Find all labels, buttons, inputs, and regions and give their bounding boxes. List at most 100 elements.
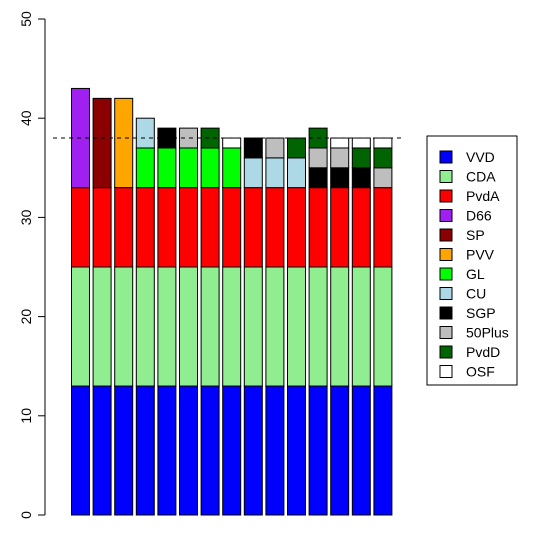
legend-swatch — [439, 150, 453, 164]
bar-segment-cda — [92, 266, 112, 387]
legend-label: SGP — [466, 305, 496, 321]
legend-label: PvdD — [466, 344, 500, 360]
legend-swatch — [439, 326, 453, 339]
bar-segment-pvda — [330, 187, 350, 268]
bar-segment-vvd — [265, 385, 285, 516]
bar-segment-pvda — [92, 187, 112, 268]
y-tick-label: 50 — [18, 11, 34, 27]
bar-segment-pvda — [222, 187, 242, 268]
bar-segment-cda — [157, 266, 177, 387]
bar-segment-osf — [222, 137, 242, 149]
bar-segment-pvda — [71, 187, 90, 268]
bar-segment-50plus — [308, 147, 328, 169]
bar-segment-cda — [222, 266, 242, 387]
bar-segment-pvda — [373, 187, 393, 268]
legend-label: CDA — [466, 169, 496, 185]
bar-segment-vvd — [114, 385, 134, 516]
bar-segment-vvd — [330, 385, 350, 516]
y-axis: 0 10 20 30 40 50 — [18, 11, 46, 519]
bar-segment-sgp — [243, 137, 263, 159]
bar-segment-pvdd — [373, 147, 393, 169]
bar-segment-pvv — [114, 97, 134, 189]
legend-swatch — [439, 209, 453, 222]
bar-segment-cu — [135, 117, 155, 149]
bar-segment-cda — [135, 266, 155, 387]
bar-segment-cda — [373, 266, 393, 387]
legend-label: SP — [466, 227, 485, 243]
bar-segment-cda — [351, 266, 371, 387]
bar-segment-50plus — [373, 167, 393, 189]
y-tick-label: 0 — [18, 511, 34, 519]
bar-segment-cu — [287, 157, 306, 189]
bar-segment-cda — [265, 266, 285, 387]
bar-segment-cda — [200, 266, 220, 387]
legend-label: GL — [466, 266, 485, 282]
bar-segment-gl — [135, 147, 155, 189]
y-tick-label: 10 — [18, 408, 34, 424]
legend-label: 50Plus — [466, 325, 509, 341]
y-tick-label: 40 — [18, 110, 34, 126]
bar-segment-gl — [200, 147, 220, 189]
bar-segment-vvd — [351, 385, 371, 516]
bar-segment-pvda — [243, 187, 263, 268]
bar-segment-gl — [157, 147, 177, 189]
bar-segment-cda — [179, 266, 198, 387]
bar-segment-cda — [308, 266, 328, 387]
bar-segment-pvdd — [200, 127, 220, 149]
bar-segment-pvda — [200, 187, 220, 268]
legend-swatch — [439, 287, 453, 300]
legend-swatch — [439, 306, 453, 320]
bar-segment-cda — [71, 266, 90, 387]
legend-swatch — [439, 267, 453, 281]
bar-segment-vvd — [287, 385, 306, 516]
bar-segment-cda — [243, 266, 263, 387]
legend-label: PvdA — [466, 188, 500, 204]
bar-segment-vvd — [179, 385, 198, 516]
legend-label: OSF — [466, 364, 495, 380]
legend-label: D66 — [466, 208, 492, 224]
bar-segment-pvda — [179, 187, 198, 268]
bar-segment-cu — [265, 157, 285, 189]
bar-segment-pvda — [351, 187, 371, 268]
legend-label: VVD — [466, 149, 495, 165]
bar-segment-vvd — [222, 385, 242, 516]
legend-swatch — [439, 170, 453, 183]
bar-segment-cda — [330, 266, 350, 387]
bar-segment-vvd — [200, 385, 220, 516]
bar-segment-pvda — [265, 187, 285, 268]
bar-segment-vvd — [308, 385, 328, 516]
bar-segment-pvdd — [287, 137, 306, 159]
bar-segment-cu — [243, 157, 263, 189]
bar-segment-sgp — [330, 167, 350, 189]
bar-segment-50plus — [265, 137, 285, 159]
bar-segment-osf — [373, 137, 393, 149]
legend-swatch — [439, 189, 453, 203]
bar-segment-pvda — [157, 187, 177, 268]
bar-stacks — [71, 87, 393, 516]
legend-label: CU — [466, 286, 486, 302]
bar-segment-sgp — [351, 167, 371, 189]
bar-segment-cda — [114, 266, 134, 387]
bar-segment-sgp — [308, 167, 328, 189]
bar-segment-vvd — [243, 385, 263, 516]
bar-segment-50plus — [330, 147, 350, 169]
bar-segment-pvda — [287, 187, 306, 268]
bar-segment-pvdd — [351, 147, 371, 169]
bar-segment-gl — [222, 147, 242, 189]
legend-label: PVV — [466, 247, 495, 263]
bar-segment-pvda — [135, 187, 155, 268]
bar-segment-cda — [287, 266, 306, 387]
legend-swatch — [439, 228, 453, 242]
legend-swatch — [439, 365, 453, 378]
legend-swatch — [439, 345, 453, 359]
bar-segment-osf — [330, 137, 350, 149]
bar-segment-vvd — [373, 385, 393, 516]
bar-segment-vvd — [92, 385, 112, 516]
bar-segment-pvda — [308, 187, 328, 268]
bar-segment-vvd — [71, 385, 90, 516]
bar-segment-vvd — [157, 385, 177, 516]
bar-segment-gl — [179, 147, 198, 189]
y-tick-label: 20 — [18, 309, 34, 325]
bar-segment-pvda — [114, 187, 134, 268]
